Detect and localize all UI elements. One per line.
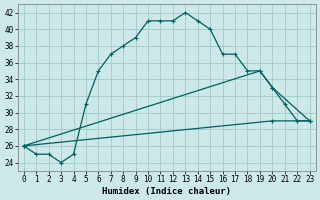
X-axis label: Humidex (Indice chaleur): Humidex (Indice chaleur): [102, 187, 231, 196]
